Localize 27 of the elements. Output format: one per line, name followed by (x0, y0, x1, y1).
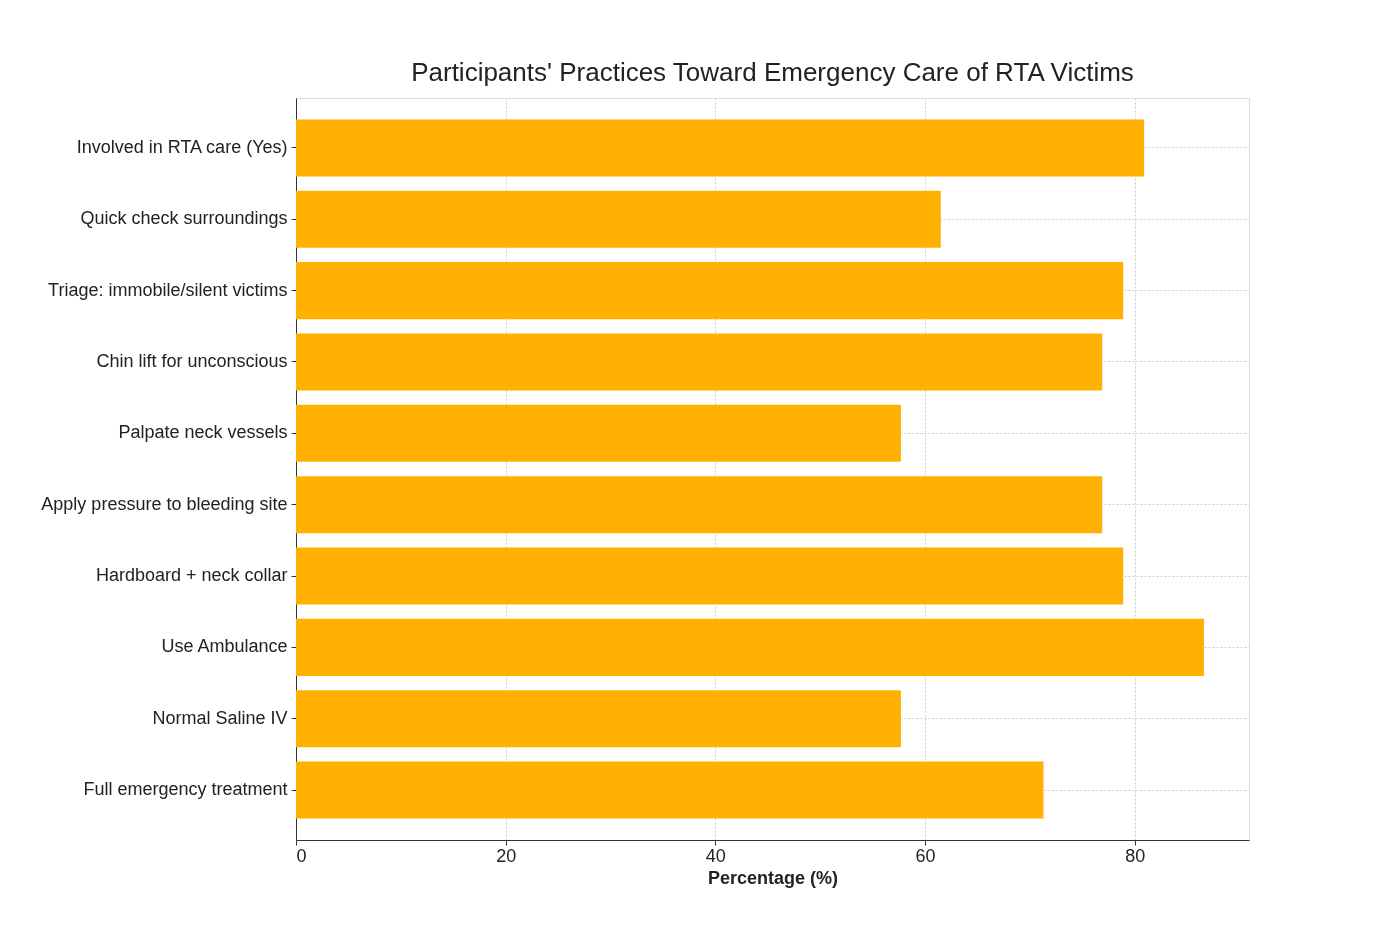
y-tick-label: Use Ambulance (161, 636, 288, 657)
bar (296, 476, 1103, 534)
y-tick-label: Involved in RTA care (Yes) (76, 136, 288, 157)
x-tick-label: 20 (496, 845, 517, 866)
y-tick-label: Triage: immobile/silent victims (48, 279, 288, 300)
bar (296, 618, 1204, 676)
x-tick-label: 0 (296, 845, 307, 866)
y-tick-label: Chin lift for unconscious (96, 350, 288, 371)
y-tick-label: Full emergency treatment (83, 779, 288, 800)
bar (296, 190, 941, 248)
bar (296, 690, 901, 748)
y-tick-label: Quick check surroundings (80, 208, 288, 229)
bar (296, 761, 1044, 819)
x-axis-title: Percentage (%) (707, 867, 839, 888)
bar (296, 547, 1124, 605)
bar (296, 262, 1124, 320)
chart-title: Participants' Practices Toward Emergency Care of RTA Victims (411, 57, 1134, 87)
bar (296, 333, 1103, 391)
bar (296, 119, 1145, 177)
bar (296, 404, 901, 462)
y-tick-label: Apply pressure to bleeding site (41, 493, 288, 514)
y-tick-label: Normal Saline IV (152, 707, 288, 728)
y-tick-label: Palpate neck vessels (118, 422, 288, 443)
x-tick-label: 40 (705, 845, 726, 866)
x-tick-label: 60 (915, 845, 936, 866)
y-tick-label: Hardboard + neck collar (95, 565, 288, 586)
x-tick-label: 80 (1125, 845, 1146, 866)
